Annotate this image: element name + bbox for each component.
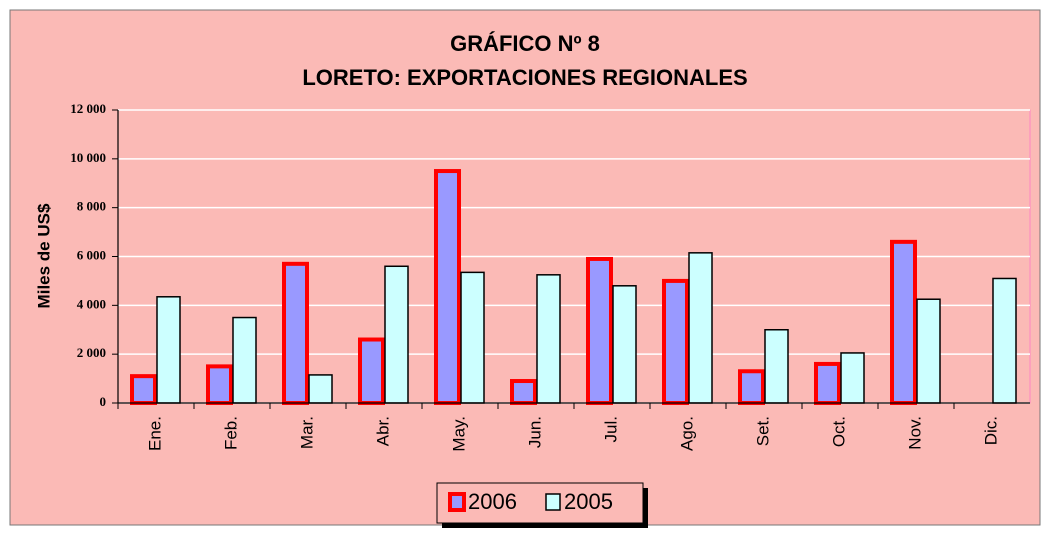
x-tick-label: Nov. xyxy=(905,416,924,450)
bar xyxy=(308,374,333,404)
x-tick-label: Oct. xyxy=(829,416,848,447)
bar xyxy=(460,271,485,404)
x-tick-label: Feb. xyxy=(221,416,240,450)
x-tick-label: Set. xyxy=(753,416,772,446)
x-tick-label: Mar. xyxy=(297,416,316,449)
bar xyxy=(840,352,865,404)
bar xyxy=(282,261,309,406)
bar xyxy=(662,278,689,405)
bar xyxy=(612,285,637,404)
bar xyxy=(536,274,561,404)
x-tick-label: Jul. xyxy=(601,416,620,442)
bar xyxy=(586,256,613,406)
legend-label: 2006 xyxy=(468,489,517,514)
legend-swatch xyxy=(545,493,561,511)
bar xyxy=(206,364,233,405)
y-tick-label: 0 xyxy=(100,394,107,409)
bar xyxy=(434,169,461,405)
y-tick-label: 2 000 xyxy=(77,345,106,360)
y-tick-label: 6 000 xyxy=(77,247,106,262)
bar xyxy=(358,337,385,405)
bar xyxy=(814,361,841,405)
x-tick-label: Abr. xyxy=(373,416,392,446)
x-tick-label: Ago. xyxy=(677,416,696,451)
chart-title: GRÁFICO Nº 8 xyxy=(450,31,600,56)
bar xyxy=(384,265,409,404)
bar xyxy=(738,369,765,405)
legend-label: 2005 xyxy=(564,489,613,514)
x-tick-label: Ene. xyxy=(145,416,164,451)
y-tick-label: 4 000 xyxy=(77,296,106,311)
y-tick-label: 12 000 xyxy=(70,101,106,116)
bar xyxy=(890,239,917,405)
x-tick-label: Dic. xyxy=(981,416,1000,445)
legend-box xyxy=(436,482,644,524)
bar xyxy=(764,329,789,404)
bar xyxy=(130,374,157,405)
bar xyxy=(992,277,1017,404)
bar xyxy=(510,379,537,405)
bar xyxy=(232,316,257,404)
x-tick-label: May. xyxy=(449,416,468,452)
legend-swatch xyxy=(448,492,466,512)
bar xyxy=(688,252,713,404)
y-axis-label: Miles de US$ xyxy=(34,203,53,308)
bar xyxy=(156,296,181,404)
y-tick-label: 8 000 xyxy=(77,199,106,214)
y-tick-label: 10 000 xyxy=(70,150,106,165)
x-tick-label: Jun. xyxy=(525,416,544,448)
chart-subtitle: LORETO: EXPORTACIONES REGIONALES xyxy=(302,65,747,90)
bar xyxy=(916,298,941,404)
